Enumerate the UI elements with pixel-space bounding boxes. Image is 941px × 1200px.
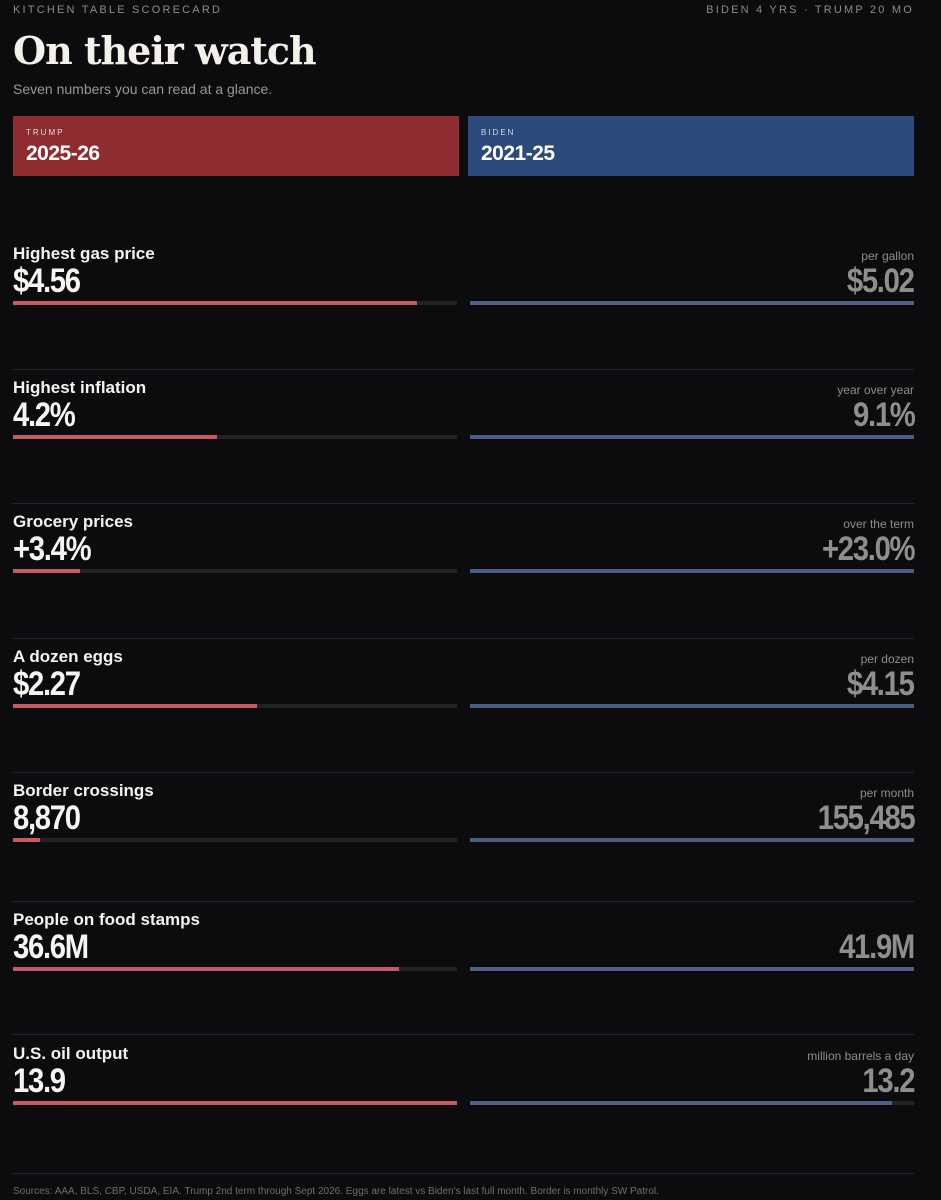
trump-value: +3.4% xyxy=(13,530,92,568)
trump-bar-track xyxy=(13,301,457,305)
trump-bar xyxy=(13,569,80,573)
trump-bar xyxy=(13,967,400,971)
row-divider xyxy=(13,901,914,902)
trump-bar-track xyxy=(13,704,457,708)
scorecard: KITCHEN TABLE SCORECARD BIDEN 4 YRS · TR… xyxy=(13,0,916,1200)
sources-footnote: Sources: AAA, BLS, CBP, USDA, EIA. Trump… xyxy=(13,1186,659,1197)
trump-bar xyxy=(13,838,40,842)
metric-label: U.S. oil output xyxy=(13,1044,129,1063)
biden-bar-track xyxy=(470,967,914,971)
biden-bar-track xyxy=(470,569,914,573)
metric-row: Highest inflation year over year 4.2% 9.1% xyxy=(13,378,916,488)
metric-unit: per dozen xyxy=(860,652,914,666)
row-divider xyxy=(13,1173,914,1174)
biden-bar xyxy=(470,967,914,971)
metric-label: People on food stamps xyxy=(13,910,201,929)
kicker: KITCHEN TABLE SCORECARD xyxy=(13,4,223,16)
biden-label: BIDEN xyxy=(481,128,516,137)
biden-bar xyxy=(470,704,914,708)
metric-unit: million barrels a day xyxy=(807,1049,914,1063)
biden-bar-track xyxy=(470,435,914,439)
trump-value: 4.2% xyxy=(13,396,76,434)
biden-value: +23.0% xyxy=(821,530,916,568)
biden-value: 41.9M xyxy=(839,928,915,966)
trump-bar-track xyxy=(13,838,457,842)
metric-unit: per month xyxy=(859,786,914,800)
biden-bar-track xyxy=(470,301,914,305)
trump-bar-track xyxy=(13,435,457,439)
trump-bar xyxy=(13,301,418,305)
row-divider xyxy=(13,1034,914,1035)
trump-value: $2.27 xyxy=(13,665,81,703)
biden-value: 155,485 xyxy=(817,799,915,837)
row-divider xyxy=(13,369,914,370)
page-title: On their watch xyxy=(13,28,317,73)
term-tag: BIDEN 4 YRS · TRUMP 20 MO xyxy=(706,4,914,16)
trump-value: 13.9 xyxy=(13,1062,66,1100)
biden-bar-track xyxy=(470,1101,914,1105)
trump-label: TRUMP xyxy=(26,128,65,137)
trump-bar xyxy=(13,435,218,439)
metric-label: Highest gas price xyxy=(13,244,155,263)
biden-value: 9.1% xyxy=(852,396,916,434)
metric-unit: per gallon xyxy=(861,249,914,263)
trump-bar xyxy=(13,1101,457,1105)
metric-unit: year over year xyxy=(837,383,914,397)
row-divider xyxy=(13,503,914,504)
metric-row: People on food stamps 36.6M 41.9M xyxy=(13,910,915,1020)
trump-value: 8,870 xyxy=(13,799,81,837)
biden-bar xyxy=(470,1101,892,1105)
trump-bar xyxy=(13,704,258,708)
metric-label: Border crossings xyxy=(13,781,154,800)
biden-value: $5.02 xyxy=(847,262,915,300)
row-divider xyxy=(13,772,914,773)
trump-bar-track xyxy=(13,1101,457,1105)
biden-bar xyxy=(470,301,914,305)
biden-bar xyxy=(470,569,914,573)
trump-header: TRUMP 2025-26 xyxy=(13,116,459,176)
metric-label: A dozen eggs xyxy=(13,647,123,666)
trump-value: $4.56 xyxy=(13,262,81,300)
page-subtitle: Seven numbers you can read at a glance. xyxy=(13,81,273,97)
metric-row: Highest gas price per gallon $4.56 $5.02 xyxy=(13,244,915,354)
metric-label: Highest inflation xyxy=(13,378,147,397)
biden-bar-track xyxy=(470,704,914,708)
metric-label: Grocery prices xyxy=(13,512,134,531)
biden-header: BIDEN 2021-25 xyxy=(468,116,914,176)
trump-value: 36.6M xyxy=(13,928,89,966)
biden-bar-track xyxy=(470,838,914,842)
biden-years: 2021-25 xyxy=(481,142,555,165)
trump-bar-track xyxy=(13,967,457,971)
metric-unit: over the term xyxy=(843,517,914,531)
metric-row: U.S. oil output million barrels a day 13.9… xyxy=(13,1044,915,1154)
trump-years: 2025-26 xyxy=(26,142,100,165)
metric-row: Grocery prices over the term +3.4% +23.0% xyxy=(13,512,916,622)
trump-bar-track xyxy=(13,569,457,573)
row-divider xyxy=(13,638,914,639)
biden-value: 13.2 xyxy=(862,1062,915,1100)
metric-row: A dozen eggs per dozen $2.27 $4.15 xyxy=(13,647,915,757)
biden-bar xyxy=(470,435,914,439)
top-bar: KITCHEN TABLE SCORECARD BIDEN 4 YRS · TR… xyxy=(13,4,914,18)
biden-bar xyxy=(470,838,914,842)
metric-row: Border crossings per month 8,870 155,485 xyxy=(13,781,915,891)
biden-value: $4.15 xyxy=(847,665,915,703)
